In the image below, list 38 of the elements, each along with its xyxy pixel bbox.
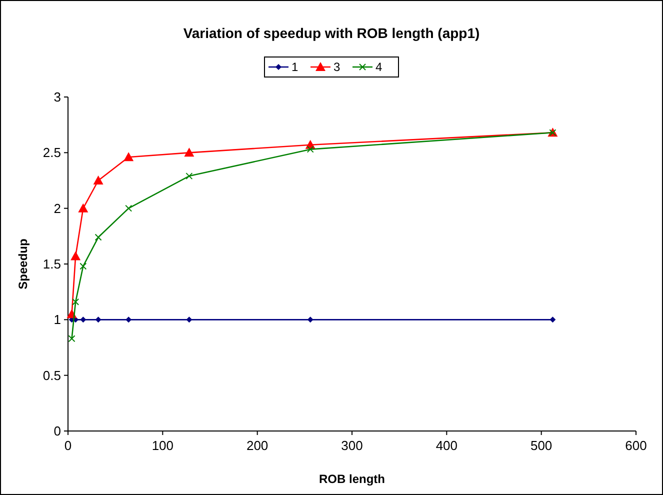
- chart-title: Variation of speedup with ROB length (app1): [183, 25, 480, 41]
- y-tick-label: 1: [54, 312, 61, 328]
- x-tick-label: 600: [625, 438, 647, 453]
- point: [93, 176, 104, 184]
- point: [94, 234, 102, 241]
- point: [307, 316, 314, 323]
- x-tick-label: 400: [436, 438, 458, 453]
- y-tick-label: 3: [54, 90, 61, 105]
- legend-label: 1: [292, 60, 298, 74]
- point: [70, 251, 81, 260]
- legend-label: 3: [334, 60, 340, 74]
- x-tick-label: 300: [341, 438, 363, 453]
- x-tick-label: 0: [64, 438, 72, 453]
- x-tick-label: 100: [152, 438, 174, 453]
- x-tick-label: 500: [530, 438, 552, 453]
- point: [125, 204, 132, 212]
- y-tick-label: 1.5: [42, 256, 61, 272]
- point: [306, 146, 314, 153]
- point: [126, 316, 132, 323]
- point: [550, 316, 556, 323]
- point: [124, 152, 134, 162]
- point: [80, 316, 86, 323]
- y-tick-label: 0: [54, 424, 61, 439]
- y-tick-label: 2: [54, 200, 61, 216]
- point: [72, 298, 80, 306]
- point: [95, 316, 102, 323]
- point: [184, 148, 194, 157]
- y-axis-title: Speedup: [16, 238, 30, 290]
- point: [68, 335, 76, 342]
- point: [80, 262, 87, 270]
- point: [186, 316, 192, 323]
- point: [78, 203, 88, 212]
- legend-label: 4: [376, 60, 382, 74]
- y-tick-label: 2.5: [42, 145, 61, 160]
- y-tick-label: 0.5: [42, 368, 61, 383]
- x-tick-label: 200: [246, 438, 268, 453]
- x-axis-title: ROB length: [319, 472, 385, 486]
- point: [186, 172, 193, 180]
